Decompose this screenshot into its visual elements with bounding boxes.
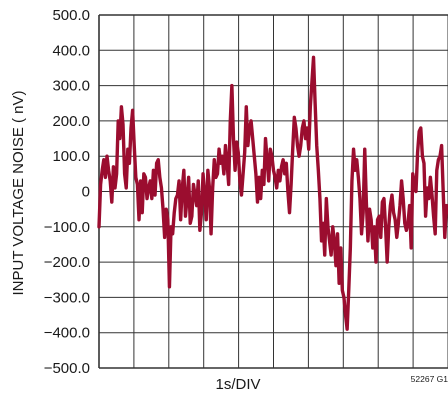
y-tick-label: 400.0 bbox=[52, 42, 90, 59]
y-tick-label: −100.0 bbox=[44, 219, 90, 236]
y-tick-labels: 500.0 400.0 300.0 200.0 100.0 0 −100.0 −200.0 −3… bbox=[44, 7, 90, 377]
y-tick-label: 100.0 bbox=[52, 148, 90, 165]
y-tick-label: 0 bbox=[82, 184, 90, 201]
y-tick-label: −500.0 bbox=[44, 360, 90, 377]
noise-series-line bbox=[97, 55, 448, 331]
y-tick-label: −300.0 bbox=[44, 289, 90, 306]
y-tick-label: −200.0 bbox=[44, 254, 90, 271]
figure-tag: 52267 G1 bbox=[411, 374, 448, 384]
y-tick-label: −400.0 bbox=[44, 325, 90, 342]
y-axis-label: INPUT VOLTAGE NOISE ( nV) bbox=[10, 90, 27, 295]
y-tick-label: 200.0 bbox=[52, 113, 90, 130]
plot-grid bbox=[98, 14, 448, 369]
y-tick-label: 300.0 bbox=[52, 78, 90, 95]
x-axis-label: 1s/DIV bbox=[215, 376, 260, 393]
y-tick-label: 500.0 bbox=[52, 7, 90, 24]
